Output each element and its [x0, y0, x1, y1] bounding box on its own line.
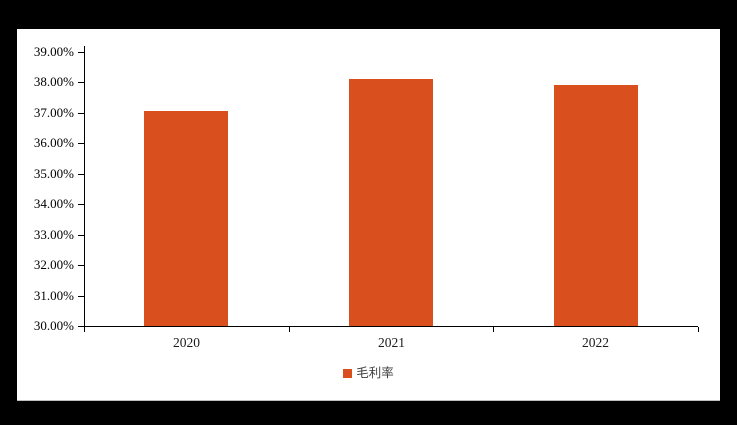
y-axis-line — [84, 46, 85, 327]
y-tick-label: 30.00% — [33, 318, 74, 333]
bar-2022 — [554, 85, 638, 326]
y-tick-label: 33.00% — [33, 227, 74, 242]
legend-swatch-icon — [343, 368, 353, 378]
bar-2020 — [144, 111, 228, 326]
x-tick-mark — [289, 327, 290, 332]
y-tick-label: 32.00% — [33, 257, 74, 272]
y-tick-mark — [78, 204, 85, 205]
y-tick-mark — [78, 143, 85, 144]
y-tick-mark — [78, 113, 85, 114]
legend: 毛利率 — [17, 366, 720, 380]
y-tick-label: 38.00% — [33, 74, 74, 89]
x-category-label: 2022 — [582, 335, 609, 350]
x-category-label: 2020 — [173, 335, 200, 350]
y-tick-label: 31.00% — [33, 288, 74, 303]
y-tick-label: 34.00% — [33, 196, 74, 211]
y-tick-label: 39.00% — [33, 44, 74, 59]
x-tick-mark — [493, 327, 494, 332]
y-tick-mark — [78, 82, 85, 83]
y-tick-mark — [78, 174, 85, 175]
x-tick-mark — [698, 327, 699, 332]
x-axis-line — [84, 326, 698, 327]
y-tick-mark — [78, 52, 85, 53]
y-tick-mark — [78, 296, 85, 297]
y-tick-label: 37.00% — [33, 105, 74, 120]
y-tick-mark — [78, 265, 85, 266]
x-category-label: 2021 — [378, 335, 405, 350]
y-tick-mark — [78, 326, 85, 327]
y-tick-label: 35.00% — [33, 166, 74, 181]
legend-label: 毛利率 — [356, 366, 394, 380]
chart-panel: 39.00% 38.00% 37.00% 36.00% 35.00% 34.00% 33.0… — [17, 29, 720, 401]
x-tick-mark — [84, 327, 85, 332]
y-tick-label: 36.00% — [33, 135, 74, 150]
y-tick-mark — [78, 235, 85, 236]
bar-2021 — [349, 79, 433, 326]
